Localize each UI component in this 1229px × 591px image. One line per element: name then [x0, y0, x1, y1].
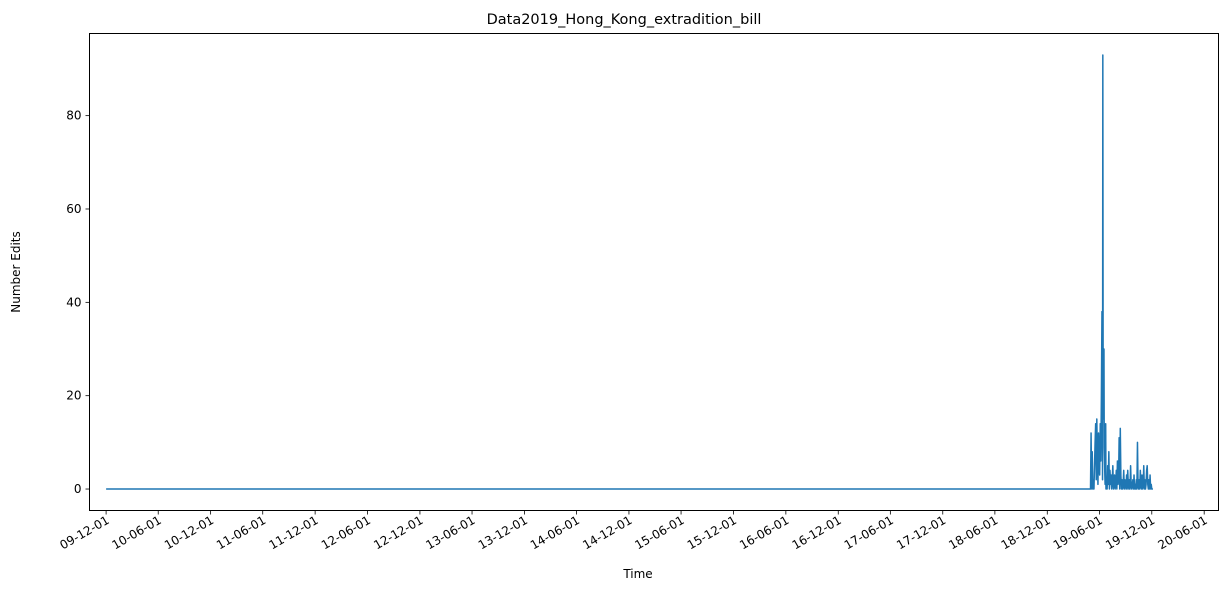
x-axis: 09-12-0110-06-0110-12-0111-06-0111-12-01… — [57, 510, 1210, 552]
y-tick-label: 80 — [66, 109, 81, 123]
x-tick-label: 10-06-01 — [110, 513, 164, 552]
x-tick-label: 11-06-01 — [214, 513, 268, 552]
plot-area-frame — [89, 33, 1219, 511]
x-tick-label: 14-12-01 — [580, 513, 634, 552]
x-tick-label: 13-06-01 — [423, 513, 477, 552]
y-axis-label: Number Edits — [9, 231, 23, 313]
x-tick-label: 20-06-01 — [1156, 513, 1210, 552]
x-tick-label: 15-12-01 — [685, 513, 739, 552]
y-axis: 0 20 40 60 80 — [66, 109, 90, 496]
y-tick-label: 60 — [66, 202, 81, 216]
x-tick-label: 16-06-01 — [737, 513, 791, 552]
x-tick-label: 09-12-01 — [57, 513, 111, 552]
x-tick-label: 17-12-01 — [894, 513, 948, 552]
x-tick-label: 14-06-01 — [528, 513, 582, 552]
x-tick-label: 13-12-01 — [476, 513, 530, 552]
y-tick-label: 20 — [66, 389, 81, 403]
x-axis-label: Time — [622, 567, 652, 581]
x-tick-label: 15-06-01 — [632, 513, 686, 552]
x-tick-label: 10-12-01 — [162, 513, 216, 552]
x-tick-label: 19-12-01 — [1103, 513, 1157, 552]
x-tick-label: 12-12-01 — [371, 513, 425, 552]
y-tick-label: 0 — [74, 482, 82, 496]
x-tick-label: 12-06-01 — [319, 513, 373, 552]
y-tick-label: 40 — [66, 295, 81, 309]
x-tick-label: 18-06-01 — [946, 513, 1000, 552]
x-tick-label: 17-06-01 — [842, 513, 896, 552]
chart-title: Data2019_Hong_Kong_extradition_bill — [487, 12, 762, 28]
series-line-0 — [106, 54, 1154, 490]
x-tick-label: 19-06-01 — [1051, 513, 1105, 552]
x-tick-label: 16-12-01 — [790, 513, 844, 552]
x-tick-label: 18-12-01 — [999, 513, 1053, 552]
series-layer — [106, 54, 1154, 490]
x-tick-label: 11-12-01 — [266, 513, 320, 552]
